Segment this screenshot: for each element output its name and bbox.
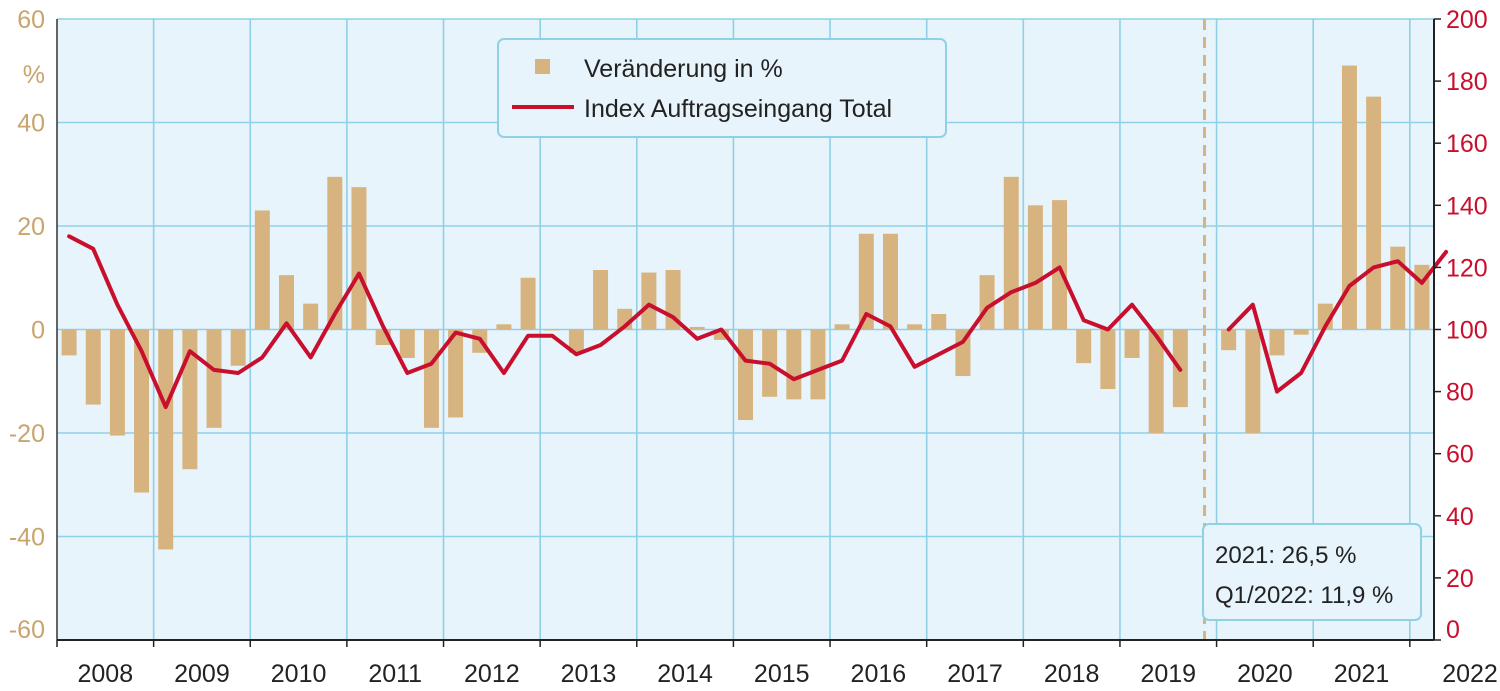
right-tick-label: 20 <box>1446 565 1474 593</box>
bar-3 <box>134 329 150 493</box>
bar-4 <box>158 329 174 550</box>
x-tick-label: 2016 <box>851 660 907 688</box>
bar-44 <box>1124 329 1140 358</box>
annotation-box: 2021: 26,5 % Q1/2022: 11,9 % <box>1202 523 1422 621</box>
annotation-frame <box>1202 523 1422 621</box>
bar-33 <box>858 233 874 330</box>
x-tick-label: 2013 <box>561 660 617 688</box>
bar-7 <box>230 329 246 366</box>
bar-42 <box>1076 329 1092 364</box>
left-tick-label: 20 <box>17 213 45 241</box>
x-axis-ticks: 2008 2009 2010 2011 2012 2013 2014 2015 2016 2017… <box>78 660 1498 688</box>
right-tick-label: 40 <box>1446 503 1474 531</box>
bar-32 <box>834 324 850 330</box>
legend-bar-swatch <box>535 59 550 74</box>
annotation-line-2: Q1/2022: 11,9 % <box>1215 582 1393 609</box>
bar-24 <box>641 272 657 330</box>
right-tick-label: 100 <box>1446 317 1488 345</box>
right-tick-label: 180 <box>1446 68 1488 96</box>
x-tick-label: 2009 <box>174 660 230 688</box>
x-tick-label: 2018 <box>1044 660 1100 688</box>
left-tick-label: -40 <box>9 524 45 552</box>
left-axis-unit: % <box>23 61 45 89</box>
x-tick-label: 2014 <box>657 660 713 688</box>
line-series <box>67 234 1449 410</box>
bar-54 <box>1366 96 1382 330</box>
left-tick-label: 60 <box>17 6 45 34</box>
bar-15 <box>423 329 439 428</box>
left-axis-ticks: 60 40 20 0 -20 -40 -60% <box>9 6 45 644</box>
bar-41 <box>1052 200 1068 330</box>
bar-50 <box>1269 329 1285 356</box>
bar-28 <box>738 329 753 421</box>
bar-53 <box>1341 65 1357 330</box>
axes <box>56 18 1441 647</box>
x-tick-label: 2011 <box>368 660 422 688</box>
bar-34 <box>882 233 898 330</box>
x-tick-label: 2015 <box>754 660 810 688</box>
bar-35 <box>907 324 923 330</box>
x-tick-label: 2010 <box>271 660 327 688</box>
bar-55 <box>1390 246 1406 330</box>
legend-label-bars: Veränderung in % <box>584 55 783 83</box>
right-tick-label: 140 <box>1446 192 1488 220</box>
x-tick-label: 2019 <box>1140 660 1196 688</box>
x-tick-label: 2022 <box>1442 660 1498 688</box>
left-tick-label: -60 <box>9 616 45 644</box>
bar-2 <box>109 329 125 436</box>
annotation-line-1: 2021: 26,5 % <box>1215 542 1356 569</box>
bar-22 <box>593 269 609 330</box>
bar-51 <box>1293 329 1309 335</box>
bar-30 <box>786 329 802 400</box>
bar-40 <box>1027 205 1043 330</box>
bar-31 <box>810 329 826 400</box>
bar-series <box>61 65 1430 550</box>
x-tick-label: 2021 <box>1334 660 1390 688</box>
bar-26 <box>689 326 705 330</box>
left-tick-label: 0 <box>31 317 45 345</box>
bar-36 <box>931 313 947 330</box>
right-tick-label: 160 <box>1446 130 1488 158</box>
right-tick-label: 200 <box>1446 6 1488 34</box>
bar-18 <box>496 324 512 330</box>
right-tick-label: 60 <box>1446 441 1474 469</box>
bar-48 <box>1221 329 1237 351</box>
bar-37 <box>955 329 971 377</box>
bar-11 <box>327 176 343 330</box>
bar-9 <box>279 275 294 330</box>
bar-21 <box>568 329 584 353</box>
right-tick-label: 120 <box>1446 254 1488 282</box>
bar-19 <box>520 277 536 330</box>
bar-12 <box>351 187 367 330</box>
left-tick-label: -20 <box>9 420 45 448</box>
bar-8 <box>254 210 270 330</box>
right-tick-label: 0 <box>1446 616 1460 644</box>
bar-39 <box>1003 176 1019 330</box>
x-tick-label: 2008 <box>78 660 134 688</box>
bar-45 <box>1148 329 1164 433</box>
x-tick-label: 2020 <box>1237 660 1293 688</box>
legend: Veränderung in % Index Auftragseingang T… <box>497 38 947 138</box>
bar-49 <box>1245 329 1261 433</box>
bar-14 <box>399 329 415 358</box>
bar-27 <box>713 329 729 340</box>
bar-6 <box>206 329 222 428</box>
legend-box <box>497 38 947 138</box>
x-tick-label: 2017 <box>947 660 1003 688</box>
left-tick-label: 40 <box>17 110 45 138</box>
bar-10 <box>303 303 319 330</box>
bar-43 <box>1100 329 1116 390</box>
bar-0 <box>61 329 77 356</box>
bar-20 <box>544 329 560 331</box>
right-tick-label: 80 <box>1446 379 1474 407</box>
index-line-segment-0 <box>67 234 1183 410</box>
index-line-segment-1 <box>1226 249 1449 394</box>
bar-1 <box>85 329 101 405</box>
bar-16 <box>448 329 464 418</box>
legend-label-line: Index Auftragseingang Total <box>584 95 892 123</box>
x-tick-label: 2012 <box>464 660 520 688</box>
